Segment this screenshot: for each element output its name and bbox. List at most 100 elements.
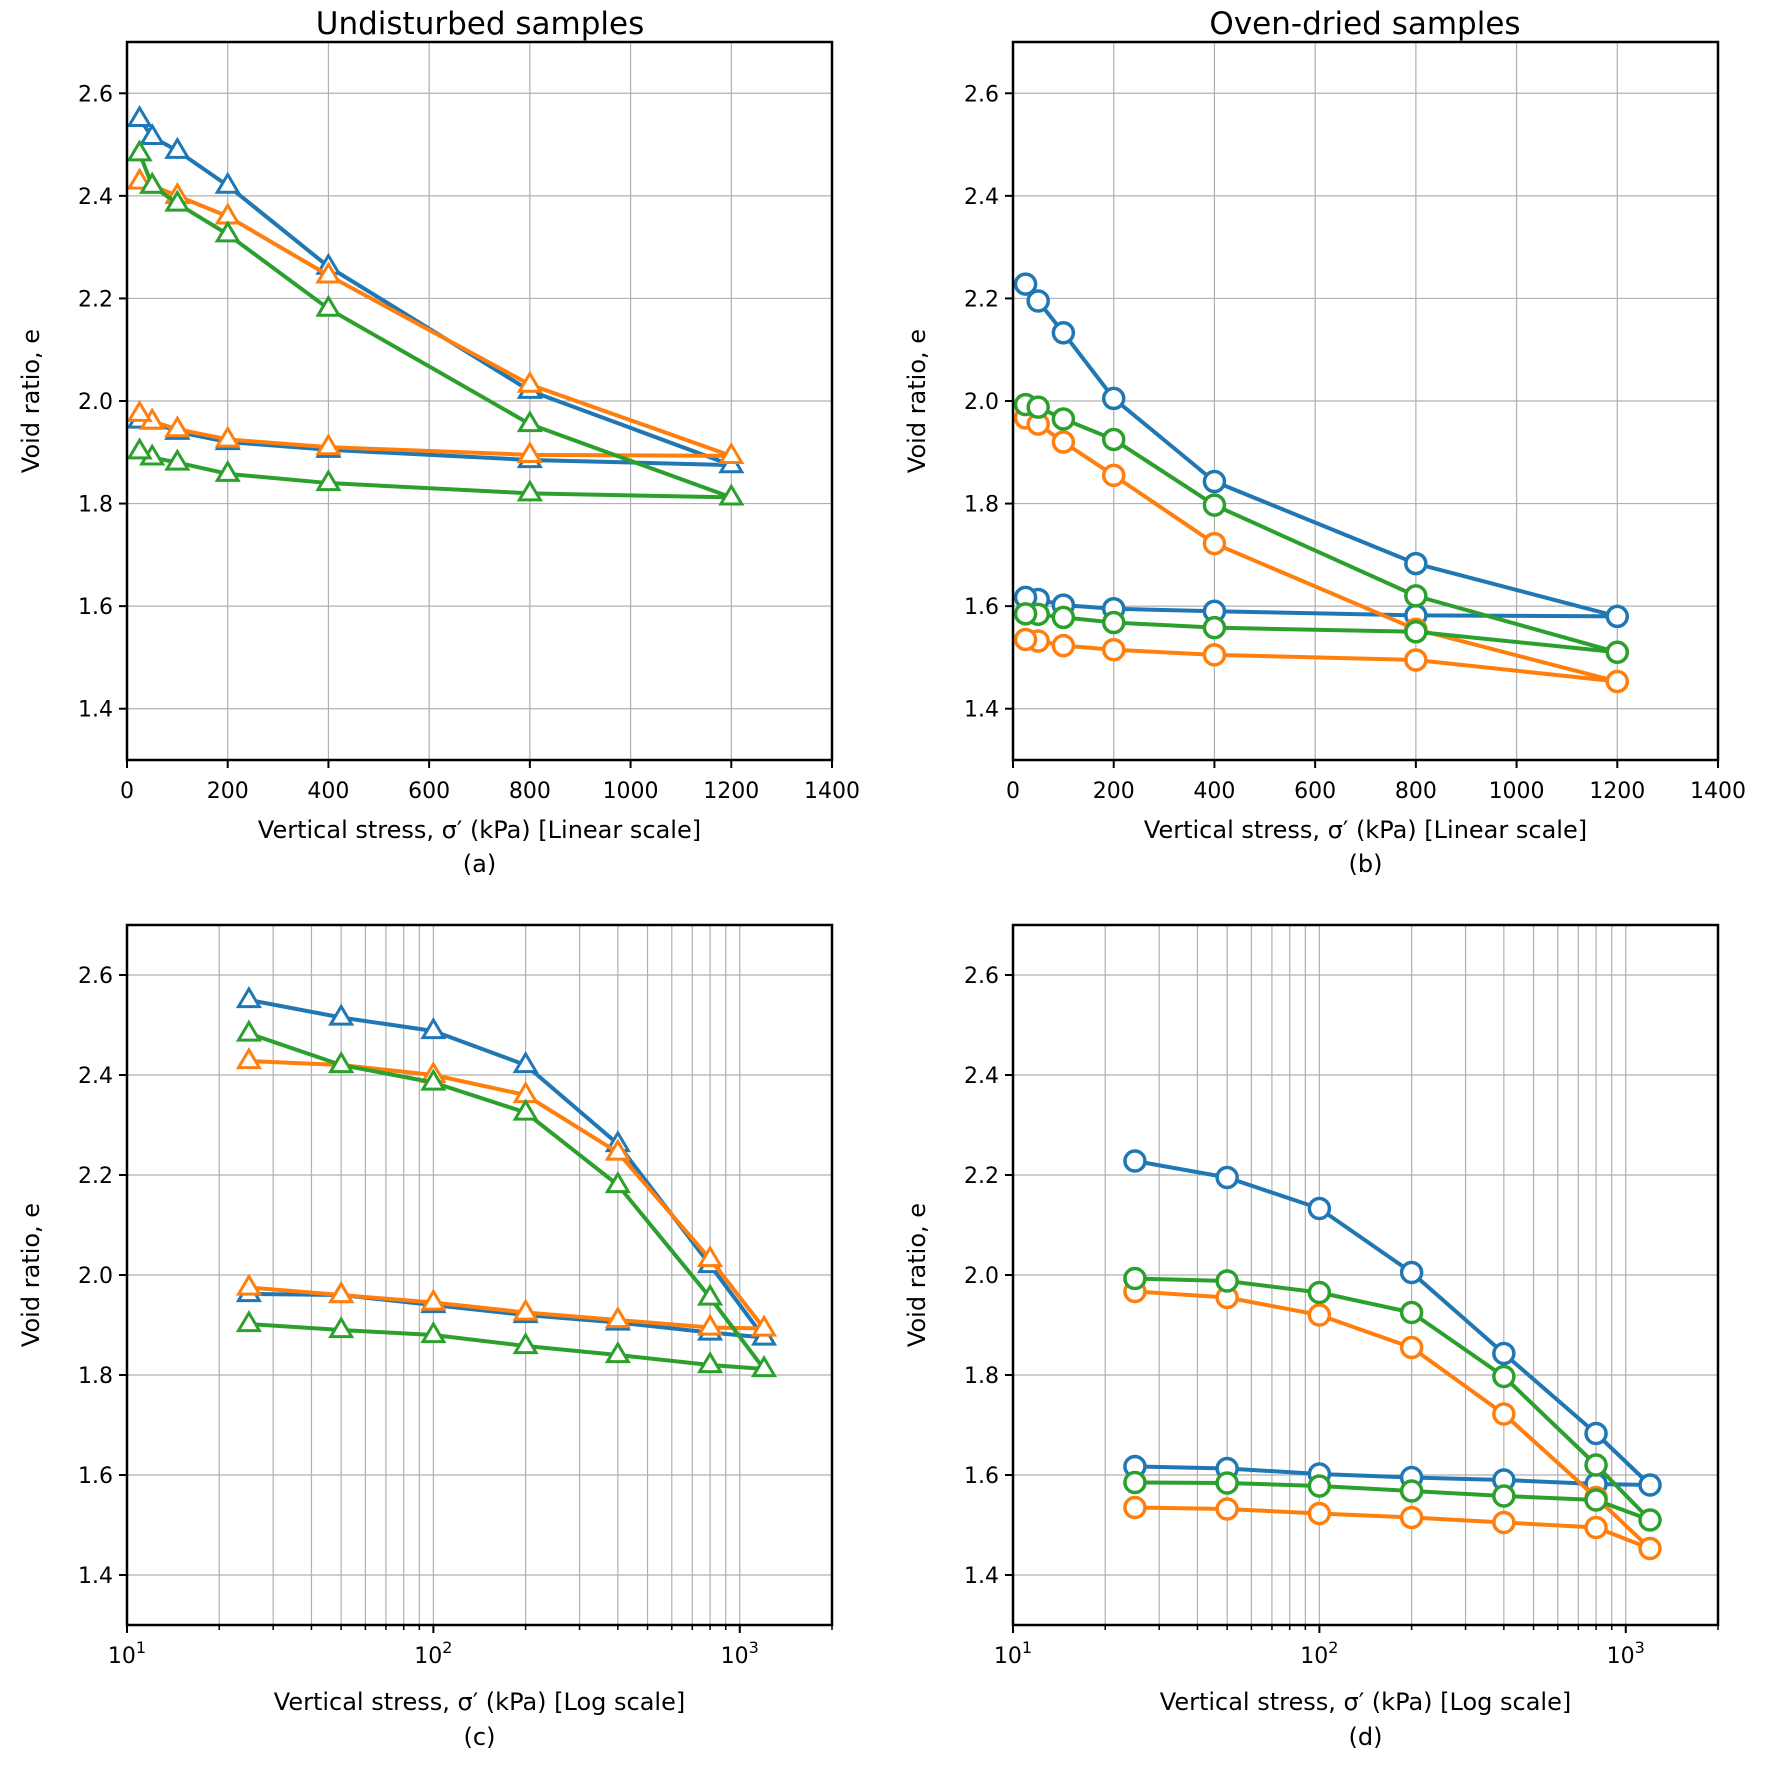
marker-triangle-green (164, 189, 191, 212)
panel-a: 1.4 1.6 1.8 2.0 2.2 2.4 2.6 0 200 400 600 800 1000 12… (17, 40, 860, 878)
panel-label: (c) (464, 1723, 496, 1751)
xtick-label: 800 (1395, 779, 1437, 804)
marker-circle-green (1307, 1474, 1332, 1498)
marker-circle-blue (1584, 1421, 1608, 1446)
marker-circle-green (1123, 1470, 1147, 1495)
marker-circle-green (1215, 1471, 1239, 1495)
series-group (1123, 1149, 1662, 1561)
marker-circle-orange (1404, 648, 1428, 672)
x-axis-label: Vertical stress, σ′ (kPa) [Linear scale] (1144, 816, 1587, 844)
marker-triangle-green (516, 479, 543, 502)
series-line-orange (248, 1059, 767, 1331)
marker-circle-green (1101, 427, 1126, 452)
marker-triangle-green (214, 220, 241, 243)
ytick-label: 1.4 (78, 1564, 113, 1589)
marker-circle-green (1584, 1453, 1608, 1477)
marker-circle-green (1404, 620, 1428, 644)
marker-circle-orange (1492, 1510, 1516, 1535)
ytick-label: 2.0 (78, 1264, 113, 1289)
marker-circle-blue (1215, 1165, 1239, 1190)
marker-circle-green (1399, 1300, 1424, 1325)
marker-triangle-orange (328, 1281, 355, 1304)
marker-triangle-orange (696, 1245, 724, 1268)
marker-circle-green (1101, 610, 1126, 635)
marker-triangle-orange (420, 1288, 447, 1311)
marker-circle-green (1492, 1364, 1516, 1389)
marker-circle-green (1307, 1280, 1332, 1305)
ytick-label: 2.6 (78, 964, 113, 989)
marker-triangle-orange (315, 261, 342, 284)
xtick-label: 0 (120, 779, 134, 804)
xtick-label: 103 (1607, 1638, 1645, 1669)
ytick-label: 1.6 (964, 595, 999, 620)
marker-triangle-green (139, 171, 166, 194)
marker-circle-orange (1215, 1497, 1239, 1521)
ytick-label: 2.4 (964, 185, 999, 210)
ytick-label: 2.2 (964, 1164, 999, 1189)
marker-circle-blue (1123, 1149, 1147, 1173)
marker-triangle-green (214, 459, 241, 482)
marker-circle-green (1202, 615, 1227, 640)
ytick-label: 1.8 (964, 493, 999, 518)
xtick-label: 400 (1193, 779, 1235, 804)
marker-circle-blue (1404, 551, 1428, 576)
marker-circle-green (1584, 1488, 1608, 1512)
marker-triangle-green (696, 1283, 724, 1306)
marker-triangle-orange (516, 440, 543, 463)
marker-circle-green (1202, 493, 1227, 517)
marker-triangle-blue (235, 986, 263, 1009)
marker-circle-blue (1051, 321, 1076, 345)
marker-circle-orange (1051, 633, 1076, 658)
marker-circle-orange (1399, 1335, 1424, 1360)
marker-circle-orange (1307, 1303, 1332, 1327)
x-axis-label: Vertical stress, σ′ (kPa) [Log scale] (1160, 1688, 1571, 1716)
marker-circle-blue (1638, 1473, 1662, 1497)
xtick-label: 101 (108, 1638, 146, 1669)
marker-circle-green (1605, 640, 1630, 665)
marker-triangle-green (512, 1098, 539, 1121)
marker-circle-green (1123, 1266, 1147, 1291)
marker-triangle-blue (328, 1003, 355, 1026)
marker-circle-orange (1013, 627, 1038, 652)
marker-circle-orange (1101, 637, 1126, 662)
marker-triangle-orange (164, 415, 191, 438)
marker-triangle-green (718, 483, 745, 506)
xtick-label: 200 (207, 779, 249, 804)
title-undisturbed: Undisturbed samples (315, 6, 645, 42)
y-axis-label: Void ratio, e (903, 1203, 931, 1347)
grid (1012, 925, 1719, 1625)
marker-circle-orange (1492, 1402, 1516, 1426)
marker-triangle-blue (420, 1017, 447, 1040)
x-axis-label: Vertical stress, σ′ (kPa) [Linear scale] (258, 816, 701, 844)
marker-triangle-green (315, 469, 342, 492)
marker-circle-orange (1307, 1501, 1332, 1526)
marker-circle-blue (1101, 386, 1126, 411)
marker-triangle-orange (214, 425, 241, 448)
marker-triangle-orange (127, 399, 153, 422)
marker-triangle-green (235, 1310, 263, 1333)
xtick-label: 800 (509, 779, 551, 804)
marker-circle-green (1051, 407, 1076, 431)
panel-c: 1.4 1.6 1.8 2.0 2.2 2.4 2.6 101 102 103 Vertical s… (17, 923, 834, 1751)
ytick-label: 2.6 (964, 82, 999, 107)
marker-circle-green (1051, 605, 1076, 630)
ytick-label: 2.0 (964, 390, 999, 415)
marker-triangle-orange (235, 1047, 263, 1070)
marker-triangle-blue (127, 104, 153, 128)
xtick-label: 1400 (1690, 779, 1746, 804)
marker-circle-orange (1399, 1505, 1424, 1530)
marker-triangle-orange (516, 370, 543, 393)
series-line-orange (1134, 1289, 1653, 1551)
xtick-label: 103 (721, 1638, 759, 1669)
xtick-label: 200 (1093, 779, 1135, 804)
series-line-blue (137, 117, 734, 468)
ytick-label: 1.6 (78, 1464, 113, 1489)
marker-circle-green (1404, 584, 1428, 608)
marker-triangle-green (127, 437, 153, 460)
ytick-label: 2.2 (78, 287, 113, 312)
marker-circle-green (1215, 1269, 1239, 1293)
marker-triangle-green (512, 1332, 539, 1355)
marker-triangle-green (696, 1351, 724, 1374)
marker-circle-blue (1492, 1341, 1516, 1366)
